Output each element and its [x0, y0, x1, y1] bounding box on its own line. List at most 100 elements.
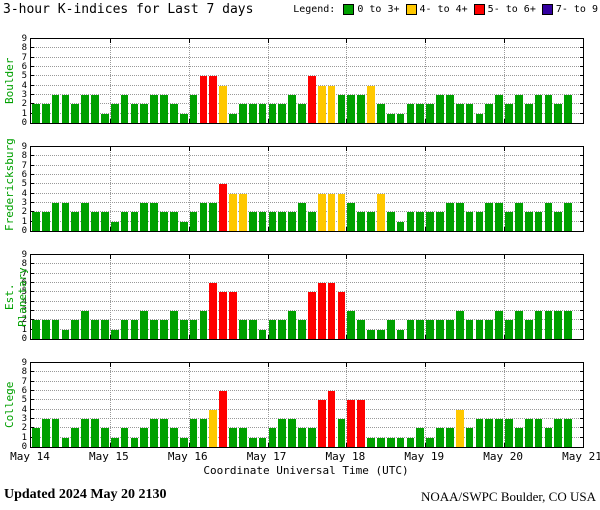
axis-tick	[31, 291, 34, 293]
k-index-bar	[170, 311, 178, 339]
k-index-bar	[436, 212, 444, 231]
legend-swatch-icon	[473, 4, 485, 15]
axis-tick	[31, 202, 34, 203]
panel-fredericksburg: 0 1 2 3 4 5 6 7 8 9 Fredericksburg	[3, 138, 584, 236]
k-index-bar	[101, 212, 109, 231]
k-index-bar	[140, 311, 149, 339]
x-tick-label: May 20	[483, 450, 524, 463]
panel-boulder: 0 1 2 3 4 5 6 7 8 9 Boulder	[3, 34, 584, 128]
axis-tick	[346, 255, 348, 259]
k-index-bar	[367, 329, 375, 339]
axis-tick	[580, 155, 583, 157]
grid-line	[31, 263, 583, 265]
k-index-bar	[110, 437, 119, 447]
k-index-bar	[475, 320, 484, 339]
k-index-bar	[495, 203, 503, 231]
grid-line	[31, 436, 583, 438]
legend-item: 4- to 4+	[400, 4, 468, 15]
k-index-bar	[554, 419, 563, 447]
k-index-bar	[120, 428, 129, 447]
y-tick-label: 2	[21, 99, 27, 110]
k-index-bar	[258, 212, 267, 231]
axis-tick	[109, 147, 111, 151]
k-index-bar	[475, 212, 484, 231]
k-index-bar	[564, 203, 572, 231]
grid-line	[31, 75, 583, 77]
k-index-bar	[534, 419, 543, 447]
k-index-bar	[209, 203, 218, 231]
grid-line	[31, 328, 583, 330]
k-index-bar	[160, 320, 168, 339]
y-tick-label: 5	[21, 71, 27, 82]
x-tick-label: May 15	[88, 450, 129, 463]
axis-tick	[580, 220, 583, 222]
k-index-bar	[505, 320, 513, 339]
k-index-bar	[288, 95, 296, 123]
y-tick-label: 5	[21, 395, 27, 406]
k-index-bar	[357, 212, 365, 231]
axis-tick	[580, 408, 583, 410]
k-index-bar	[229, 292, 237, 339]
axis-tick	[580, 47, 583, 49]
panel-college: 0 1 2 3 4 5 6 7 8 9 College	[3, 358, 584, 452]
axis-tick	[425, 363, 427, 367]
grid-line	[31, 310, 583, 311]
k-index-bar	[229, 113, 237, 123]
legend-item-label: 5- to 6+	[487, 4, 536, 15]
axis-tick	[504, 227, 506, 231]
axis-tick	[31, 399, 34, 401]
k-index-bar	[160, 419, 168, 447]
y-tick-label: 0	[21, 334, 27, 344]
k-index-bar	[465, 212, 474, 231]
legend: Legend: 0 to 3+ 4- to 4+ 5- to 6+ 7- to 9	[293, 4, 598, 15]
k-index-bar	[71, 212, 80, 231]
k-index-bar	[51, 203, 60, 231]
k-index-bar	[308, 292, 316, 339]
k-index-bar	[534, 311, 543, 339]
axis-tick	[504, 255, 506, 259]
grid-line	[31, 319, 583, 321]
y-tick-label: 1	[21, 324, 27, 335]
y-tick-label: 7	[21, 52, 27, 63]
axis-tick	[31, 390, 34, 391]
axis-tick	[580, 75, 583, 77]
k-index-bar	[564, 419, 572, 447]
grid-line	[188, 255, 190, 339]
axis-tick	[31, 192, 34, 194]
k-index-bar	[465, 428, 474, 447]
k-index-bar	[406, 320, 415, 339]
axis-tick	[188, 39, 190, 43]
axis-tick	[425, 147, 427, 151]
y-tick-label: 9	[21, 358, 27, 368]
axis-tick	[267, 335, 269, 339]
legend-item-label: 0 to 3+	[357, 4, 400, 15]
x-tick-label: May 16	[167, 450, 208, 463]
axis-tick	[31, 211, 34, 213]
k-index-bar	[120, 212, 129, 231]
axis-tick	[31, 310, 34, 311]
axis-tick	[188, 255, 190, 259]
grid-line	[504, 39, 506, 123]
axis-tick	[188, 363, 190, 367]
grid-line	[267, 255, 269, 339]
k-index-bar	[61, 329, 70, 339]
legend-item: 0 to 3+	[337, 4, 400, 15]
axis-tick	[109, 119, 111, 123]
k-index-bar	[199, 311, 208, 339]
grid-line	[267, 39, 269, 123]
axis-tick	[580, 436, 583, 438]
legend-item-label: 4- to 4+	[419, 4, 468, 15]
k-index-bar	[455, 409, 464, 447]
axis-tick	[580, 328, 583, 330]
y-tick-label: 0	[21, 442, 27, 452]
k-index-bar	[367, 212, 375, 231]
k-index-bar	[61, 203, 70, 231]
k-index-bar	[298, 203, 306, 231]
k-index-bar	[357, 400, 365, 447]
y-tick-label: 8	[21, 43, 27, 54]
y-tick-label: 6	[21, 170, 27, 180]
grid-line	[31, 94, 583, 95]
k-index-bar	[32, 212, 40, 231]
k-index-bar	[554, 104, 563, 123]
